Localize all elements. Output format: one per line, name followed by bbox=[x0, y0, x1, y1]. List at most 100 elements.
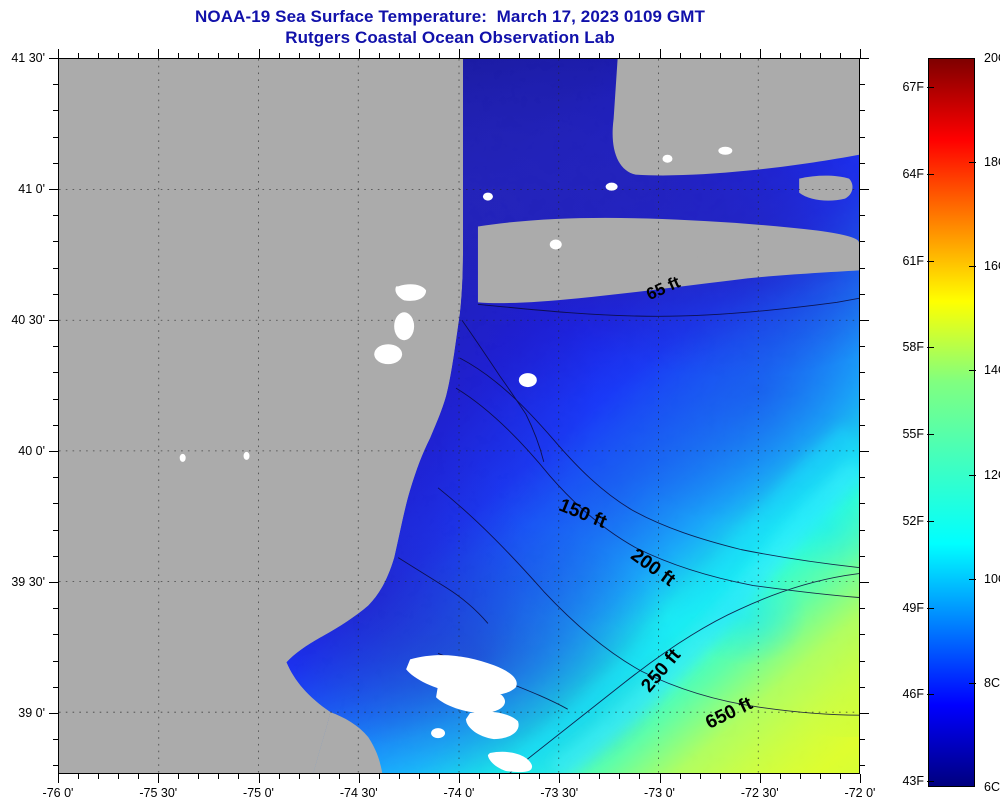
y-minor-tick bbox=[53, 293, 58, 295]
x-major-tick-top-6 bbox=[659, 49, 661, 58]
x-minor-tick-top bbox=[98, 53, 100, 58]
x-minor-tick bbox=[839, 774, 841, 779]
colorbar-f-tick-6 bbox=[927, 607, 934, 609]
y-minor-tick-right bbox=[860, 424, 865, 426]
x-minor-tick bbox=[719, 774, 721, 779]
y-minor-tick bbox=[53, 398, 58, 400]
x-major-tick-2 bbox=[258, 774, 260, 783]
x-minor-tick bbox=[238, 774, 240, 779]
x-axis-label-3: -74 30' bbox=[339, 786, 378, 800]
x-minor-tick-top bbox=[238, 53, 240, 58]
sst-raster: 150 ft 200 ft 250 ft 650 ft 65 ft bbox=[59, 59, 859, 773]
x-minor-tick-top bbox=[799, 53, 801, 58]
x-minor-tick-top bbox=[398, 53, 400, 58]
colorbar-c-label-3: 14C bbox=[984, 363, 1000, 378]
y-minor-tick-right bbox=[860, 477, 865, 479]
x-minor-tick bbox=[699, 774, 701, 779]
x-minor-tick bbox=[278, 774, 280, 779]
cloud-mask bbox=[179, 146, 733, 773]
x-major-tick-top-7 bbox=[759, 49, 761, 58]
y-major-tick-1 bbox=[49, 189, 58, 191]
x-minor-tick bbox=[198, 774, 200, 779]
x-major-tick-6 bbox=[659, 774, 661, 783]
y-minor-tick bbox=[53, 162, 58, 164]
x-major-tick-1 bbox=[158, 774, 160, 783]
x-minor-tick bbox=[779, 774, 781, 779]
y-minor-tick bbox=[53, 215, 58, 217]
x-minor-tick-top bbox=[278, 53, 280, 58]
y-minor-tick-right bbox=[860, 84, 865, 86]
y-major-tick-right-4 bbox=[860, 582, 869, 584]
map-plot-area[interactable]: 150 ft 200 ft 250 ft 650 ft 65 ft bbox=[58, 58, 860, 774]
x-minor-tick bbox=[499, 774, 501, 779]
x-minor-tick bbox=[418, 774, 420, 779]
colorbar-f-label-0: 67F bbox=[902, 79, 924, 94]
colorbar-c-tick-6 bbox=[969, 682, 976, 684]
x-minor-tick-top bbox=[178, 53, 180, 58]
colorbar-f-label-7: 46F bbox=[902, 687, 924, 702]
x-minor-tick-top bbox=[138, 53, 140, 58]
y-minor-tick bbox=[53, 555, 58, 557]
colorbar-c-label-7: 6C bbox=[984, 780, 1000, 794]
y-axis-label-0: 41 30' bbox=[11, 51, 45, 65]
colorbar-f-label-5: 52F bbox=[902, 513, 924, 528]
x-axis-label-8: -72 0' bbox=[844, 786, 876, 800]
coastline-contours bbox=[397, 297, 859, 773]
x-minor-tick bbox=[639, 774, 641, 779]
title-block: NOAA-19 Sea Surface Temperature: March 1… bbox=[0, 6, 900, 48]
x-minor-tick-top bbox=[418, 53, 420, 58]
temperature-colorbar[interactable] bbox=[928, 58, 975, 787]
x-minor-tick-top bbox=[378, 53, 380, 58]
x-axis-label-7: -72 30' bbox=[740, 786, 779, 800]
y-minor-tick-right bbox=[860, 346, 865, 348]
y-minor-tick-right bbox=[860, 398, 865, 400]
y-minor-tick-right bbox=[860, 555, 865, 557]
x-minor-tick-top bbox=[118, 53, 120, 58]
y-minor-tick bbox=[53, 267, 58, 269]
y-minor-tick bbox=[53, 346, 58, 348]
colorbar-f-tick-0 bbox=[927, 86, 934, 88]
x-major-tick-top-0 bbox=[58, 49, 60, 58]
y-minor-tick bbox=[53, 110, 58, 112]
x-major-tick-8 bbox=[860, 774, 862, 783]
colorbar-f-label-6: 49F bbox=[902, 600, 924, 615]
x-minor-tick-top bbox=[479, 53, 481, 58]
x-minor-tick bbox=[138, 774, 140, 779]
y-minor-tick bbox=[53, 241, 58, 243]
x-minor-tick bbox=[218, 774, 220, 779]
x-minor-tick-top bbox=[318, 53, 320, 58]
x-minor-tick-top bbox=[699, 53, 701, 58]
y-minor-tick bbox=[53, 424, 58, 426]
y-minor-tick-right bbox=[860, 215, 865, 217]
y-major-tick-right-1 bbox=[860, 189, 869, 191]
x-minor-tick bbox=[679, 774, 681, 779]
x-minor-tick-top bbox=[839, 53, 841, 58]
x-minor-tick-top bbox=[819, 53, 821, 58]
y-major-tick-right-3 bbox=[860, 451, 869, 453]
x-axis-label-5: -73 30' bbox=[540, 786, 579, 800]
y-minor-tick-right bbox=[860, 267, 865, 269]
y-minor-tick-right bbox=[860, 608, 865, 610]
x-minor-tick bbox=[539, 774, 541, 779]
y-minor-tick bbox=[53, 765, 58, 767]
x-minor-tick-top bbox=[438, 53, 440, 58]
y-minor-tick bbox=[53, 503, 58, 505]
colorbar-f-tick-5 bbox=[927, 520, 934, 522]
x-minor-tick-top bbox=[619, 53, 621, 58]
x-axis-label-1: -75 30' bbox=[139, 786, 178, 800]
x-major-tick-top-8 bbox=[860, 49, 862, 58]
x-minor-tick-top bbox=[78, 53, 80, 58]
y-minor-tick bbox=[53, 477, 58, 479]
x-major-tick-top-2 bbox=[258, 49, 260, 58]
y-minor-tick-right bbox=[860, 634, 865, 636]
x-axis-label-4: -74 0' bbox=[443, 786, 475, 800]
x-minor-tick-top bbox=[198, 53, 200, 58]
x-axis-label-6: -73 0' bbox=[644, 786, 675, 800]
colorbar-f-label-1: 64F bbox=[902, 166, 924, 181]
y-minor-tick-right bbox=[860, 110, 865, 112]
x-major-tick-4 bbox=[459, 774, 461, 783]
x-minor-tick bbox=[78, 774, 80, 779]
x-minor-tick bbox=[438, 774, 440, 779]
x-minor-tick bbox=[739, 774, 741, 779]
